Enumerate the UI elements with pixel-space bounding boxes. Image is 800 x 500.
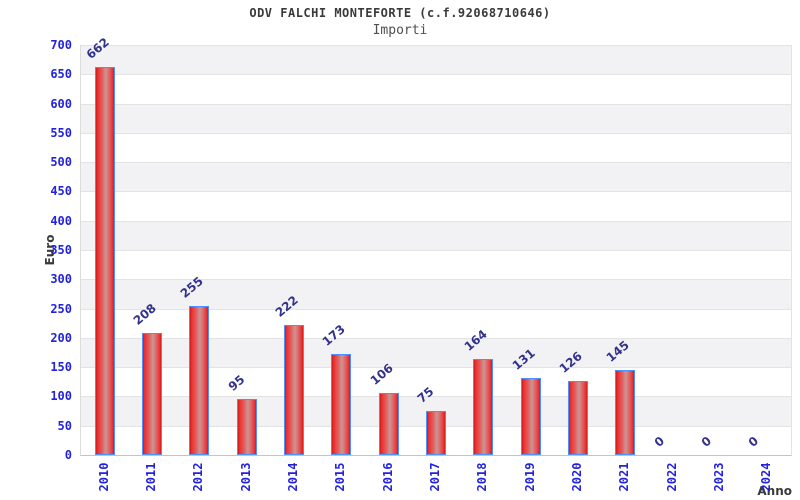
bar — [236, 399, 257, 455]
gridline — [81, 337, 791, 339]
x-tick-label: 2015 — [333, 462, 348, 492]
bar-value-label: 0 — [745, 433, 762, 450]
gridline — [81, 367, 791, 369]
x-tick-label: 2020 — [570, 462, 584, 492]
x-tick-label: 2021 — [617, 462, 632, 492]
x-tick-label: 2010 — [96, 462, 111, 492]
gridline — [81, 162, 791, 164]
bar — [568, 381, 588, 455]
x-tick-label: 2014 — [286, 462, 300, 492]
bar — [378, 392, 399, 455]
gridline — [81, 279, 791, 281]
gridline — [81, 250, 791, 251]
plot-band — [81, 279, 791, 309]
bar — [520, 378, 541, 455]
y-tick-label: 300 — [50, 272, 72, 287]
x-tick-label: 2016 — [380, 462, 395, 492]
x-tick-label: 2022 — [664, 462, 679, 492]
plot-band — [81, 162, 791, 192]
y-tick-label: 550 — [50, 125, 72, 140]
y-tick-label: 0 — [64, 448, 72, 462]
x-tick-label: 2017 — [428, 462, 442, 492]
x-tick-label: 2011 — [144, 462, 158, 492]
bar — [189, 305, 210, 455]
x-tick-label: 2024 — [759, 462, 774, 492]
gridline — [81, 103, 791, 105]
plot-band — [81, 45, 791, 75]
x-axis-title: Anno — [757, 484, 792, 498]
gridline — [81, 220, 791, 222]
bar-value-label: 0 — [651, 433, 667, 450]
y-tick-label: 200 — [50, 330, 72, 345]
gridline — [81, 45, 791, 46]
bar — [284, 324, 304, 455]
y-tick-label: 600 — [50, 96, 72, 111]
plot-band — [81, 220, 791, 250]
plot-band — [81, 337, 791, 368]
y-tick-label: 350 — [50, 243, 72, 257]
x-tick-label: 2023 — [712, 462, 726, 492]
x-tick-label: 2012 — [191, 462, 206, 492]
plot-band — [81, 103, 791, 133]
gridline — [81, 132, 791, 134]
chart-subtitle: Importi — [372, 23, 428, 38]
chart-title: ODV FALCHI MONTEFORTE (c.f.92068710646) — [249, 6, 551, 20]
y-tick-label: 700 — [50, 38, 72, 52]
plot-area: 662 208 255 95 222 173 106 75 164 131 126 145 0 0 0 — [80, 35, 792, 456]
x-tick-label: 2019 — [522, 462, 537, 492]
bar-value-label: 0 — [698, 433, 715, 450]
y-tick-label: 450 — [50, 184, 72, 199]
bar-value-label: 95 — [225, 372, 248, 395]
y-tick-label: 500 — [50, 155, 72, 170]
gridline — [81, 308, 791, 310]
y-tick-label: 100 — [50, 389, 72, 404]
gridline — [81, 191, 791, 193]
bar — [473, 358, 494, 455]
bar — [426, 411, 446, 455]
bar — [142, 333, 162, 455]
gridline — [81, 74, 791, 76]
y-tick-label: 150 — [50, 360, 72, 375]
bar — [94, 67, 115, 455]
y-tick-label: 400 — [50, 213, 72, 228]
y-tick-label: 250 — [50, 301, 72, 316]
x-tick-label: 2013 — [238, 462, 253, 492]
bar — [331, 353, 352, 455]
x-tick-label: 2018 — [475, 462, 490, 492]
bar — [615, 370, 636, 455]
y-tick-label: 50 — [57, 418, 72, 433]
gridline — [81, 396, 791, 398]
y-tick-label: 650 — [50, 67, 72, 82]
